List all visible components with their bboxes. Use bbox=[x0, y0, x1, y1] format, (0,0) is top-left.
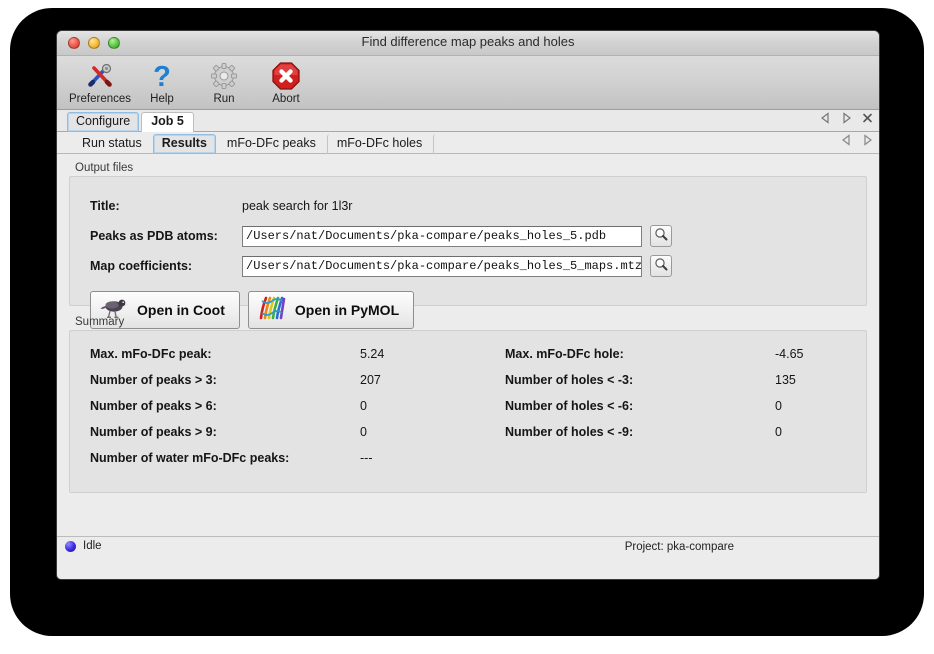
summary-group: Max. mFo-DFc peak: 5.24 Max. mFo-DFc hol… bbox=[69, 330, 867, 493]
stop-x-icon bbox=[255, 60, 317, 92]
results-tab-prev-icon[interactable] bbox=[841, 134, 852, 146]
title-row: Title: peak search for 1l3r bbox=[70, 191, 866, 221]
pdb-label: Peaks as PDB atoms: bbox=[90, 229, 218, 243]
toolbar-label-run: Run bbox=[213, 93, 235, 105]
question-mark-icon: ? bbox=[131, 60, 193, 92]
summary-value: 0 bbox=[775, 399, 782, 413]
minimize-button[interactable] bbox=[88, 37, 100, 49]
open-in-coot-label: Open in Coot bbox=[137, 302, 225, 318]
magnifier-icon bbox=[654, 257, 668, 276]
tab-next-icon[interactable] bbox=[841, 112, 852, 124]
summary-value: 5.24 bbox=[360, 347, 385, 361]
summary-value: 207 bbox=[360, 373, 381, 387]
maps-label: Map coefficients: bbox=[90, 259, 193, 273]
tab-mfo-dfc-peaks[interactable]: mFo-DFc peaks bbox=[226, 136, 316, 150]
status-project-label: Project: pka-compare bbox=[624, 541, 734, 553]
tab-close-icon[interactable] bbox=[862, 112, 873, 124]
job-tab-nav bbox=[820, 112, 873, 124]
toolbar-label-help: Help bbox=[150, 93, 174, 105]
maps-path-input[interactable]: /Users/nat/Documents/pka-compare/peaks_h… bbox=[242, 255, 642, 277]
summary-value: -4.65 bbox=[775, 347, 804, 361]
summary-group-label: Summary bbox=[75, 316, 125, 328]
summary-label bbox=[505, 445, 775, 471]
results-tab-bar: Run status Results mFo-DFc peaks mFo-DFc… bbox=[57, 132, 879, 154]
results-tab-nav bbox=[841, 134, 873, 146]
pdb-row: Peaks as PDB atoms: /Users/nat/Documents… bbox=[70, 221, 866, 251]
pdb-browse-button[interactable] bbox=[650, 225, 672, 247]
output-files-group-label: Output files bbox=[75, 162, 134, 174]
summary-value bbox=[775, 445, 866, 471]
summary-value: --- bbox=[360, 451, 373, 465]
maps-browse-button[interactable] bbox=[650, 255, 672, 277]
tab-prev-icon[interactable] bbox=[820, 112, 831, 124]
open-in-pymol-label: Open in PyMOL bbox=[294, 302, 400, 318]
summary-value: 0 bbox=[775, 425, 782, 439]
open-in-coot-button[interactable]: Open in Coot bbox=[90, 291, 240, 329]
window-titlebar: Find difference map peaks and holes bbox=[57, 31, 879, 56]
toolbar-button-abort[interactable]: Abort bbox=[255, 59, 317, 105]
tab-job-5[interactable]: Job 5 bbox=[141, 112, 194, 133]
toolbar-button-run[interactable]: Run bbox=[193, 59, 255, 105]
tab-mfo-dfc-holes[interactable]: mFo-DFc holes bbox=[326, 134, 431, 154]
svg-text:?: ? bbox=[153, 61, 171, 91]
close-button[interactable] bbox=[68, 37, 80, 49]
main-toolbar: Preferences ? Help bbox=[57, 56, 879, 110]
job-tab-bar: Configure Job 5 bbox=[57, 110, 879, 133]
pymol-ribbon-icon bbox=[257, 295, 287, 326]
summary-value: 0 bbox=[360, 399, 367, 413]
title-label: Title: bbox=[90, 199, 120, 213]
maps-row: Map coefficients: /Users/nat/Documents/p… bbox=[70, 251, 866, 281]
summary-label: Number of holes < -6: bbox=[505, 399, 634, 413]
results-tab-next-icon[interactable] bbox=[862, 134, 873, 146]
output-files-group: Title: peak search for 1l3r Peaks as PDB… bbox=[69, 176, 867, 329]
tab-configure[interactable]: Configure bbox=[67, 112, 140, 132]
summary-label: Number of water mFo-DFc peaks: bbox=[90, 451, 290, 465]
window-title: Find difference map peaks and holes bbox=[361, 34, 575, 49]
summary-value: 0 bbox=[360, 425, 367, 439]
status-state-label: Idle bbox=[83, 540, 102, 552]
open-in-pymol-button[interactable]: Open in PyMOL bbox=[247, 291, 415, 329]
tools-icon bbox=[69, 60, 131, 92]
application-window: Find difference map peaks and holes bbox=[56, 30, 880, 580]
toolbar-button-help[interactable]: ? Help bbox=[131, 59, 193, 105]
status-bar: Idle Project: pka-compare bbox=[57, 536, 879, 559]
zoom-button[interactable] bbox=[108, 37, 120, 49]
summary-label: Number of holes < -9: bbox=[505, 425, 634, 439]
summary-grid: Max. mFo-DFc peak: 5.24 Max. mFo-DFc hol… bbox=[70, 341, 866, 471]
coot-bird-icon bbox=[99, 296, 129, 325]
summary-label: Number of peaks > 9: bbox=[90, 425, 217, 439]
toolbar-label-abort: Abort bbox=[272, 93, 300, 105]
tab-overflow-spacer bbox=[433, 134, 455, 154]
summary-label: Number of peaks > 6: bbox=[90, 399, 217, 413]
results-panel: Output files Title: peak search for 1l3r… bbox=[57, 154, 879, 536]
tab-run-status[interactable]: Run status bbox=[82, 136, 142, 150]
summary-label: Max. mFo-DFc peak: bbox=[90, 347, 212, 361]
status-dot-icon bbox=[65, 540, 76, 552]
magnifier-icon bbox=[654, 227, 668, 246]
summary-label: Max. mFo-DFc hole: bbox=[505, 347, 624, 361]
toolbar-label-preferences: Preferences bbox=[69, 93, 132, 105]
pdb-path-input[interactable]: /Users/nat/Documents/pka-compare/peaks_h… bbox=[242, 225, 642, 247]
tab-results[interactable]: Results bbox=[152, 134, 216, 154]
summary-label: Number of holes < -3: bbox=[505, 373, 634, 387]
gear-icon bbox=[193, 60, 255, 92]
summary-value: 135 bbox=[775, 373, 796, 387]
status-state: Idle bbox=[65, 540, 102, 552]
summary-label: Number of peaks > 3: bbox=[90, 373, 217, 387]
viewer-buttons: Open in Coot bbox=[70, 281, 866, 329]
title-value: peak search for 1l3r bbox=[242, 199, 353, 213]
toolbar-button-preferences[interactable]: Preferences bbox=[69, 59, 131, 105]
